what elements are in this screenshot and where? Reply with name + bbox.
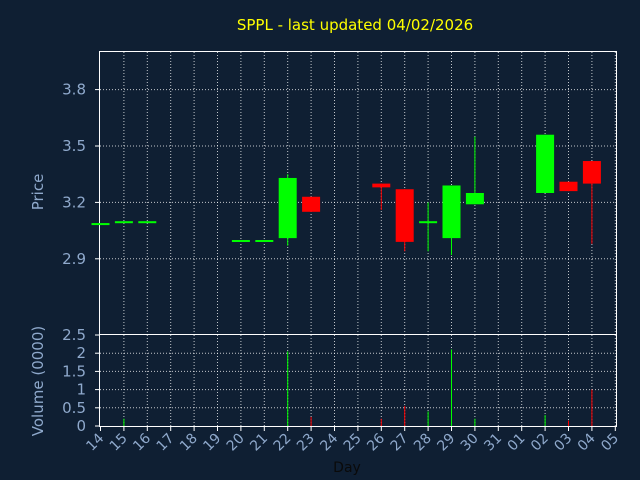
candle-22 <box>278 174 297 246</box>
price-axis-label: Price <box>29 174 47 211</box>
x-tick-label: 27 <box>388 431 412 455</box>
price-y-tick-label: 3.5 <box>62 137 86 155</box>
candle-02 <box>536 134 555 193</box>
candle-body <box>114 221 133 224</box>
x-tick-label: 22 <box>271 431 295 455</box>
x-tick-label: 25 <box>341 431 365 455</box>
chart-title: SPPL - last updated 04/02/2026 <box>237 16 473 34</box>
x-tick-label: 30 <box>458 431 482 455</box>
x-tick-label: 19 <box>200 431 224 455</box>
candle-body <box>442 185 461 239</box>
x-tick-label: 23 <box>294 431 318 455</box>
candle-20 <box>231 240 250 242</box>
x-tick-label: 02 <box>528 431 552 455</box>
candle-30 <box>465 136 484 205</box>
candle-27 <box>395 189 414 252</box>
price-y-axis: 2.9 3.2 3.5 3.8 <box>62 81 100 268</box>
candle-28 <box>419 202 438 252</box>
price-y-tick-label: 2.9 <box>62 250 86 268</box>
price-y-tick-label: 3.8 <box>62 81 86 99</box>
candle-body <box>372 183 391 188</box>
x-tick-label: 03 <box>551 431 575 455</box>
x-tick-label: 05 <box>598 431 622 455</box>
candle-body <box>582 161 601 184</box>
x-tick-label: 26 <box>364 430 388 454</box>
candle-body <box>278 177 297 239</box>
x-tick-label: 21 <box>247 431 271 455</box>
x-axis: 14 15 16 17 18 19 20 21 22 23 24 25 26 27 28 29 30 31 01 02… <box>83 426 622 454</box>
candle-16 <box>138 221 157 224</box>
x-tick-label: 15 <box>107 431 131 455</box>
volume-y-tick-label: 0.5 <box>62 399 86 417</box>
x-tick-label: 24 <box>317 430 341 454</box>
volume-y-tick-label: 1.5 <box>62 362 86 380</box>
x-tick-label: 17 <box>154 431 178 455</box>
x-tick-label: 16 <box>130 430 154 454</box>
candle-29 <box>442 185 461 256</box>
x-axis-label: Day <box>333 460 361 476</box>
candle-body <box>138 221 157 224</box>
x-tick-label: 04 <box>575 430 599 454</box>
candle-23 <box>302 196 321 212</box>
candle-26 <box>372 183 391 210</box>
volume-axis-label: Volume (0000) <box>29 326 47 436</box>
candle-body <box>302 196 321 212</box>
volume-y-tick-label: 2 <box>76 344 86 362</box>
candle-body <box>465 193 484 205</box>
x-tick-label: 29 <box>434 431 458 455</box>
price-y-tick-label: 3.2 <box>62 193 86 211</box>
x-tick-label: 31 <box>481 431 505 455</box>
x-tick-label: 01 <box>505 431 529 455</box>
candle-body <box>255 240 274 242</box>
candle-14 <box>91 223 110 226</box>
candle-15 <box>114 221 133 224</box>
volume-y-axis: 00.511.522.5 <box>62 326 100 435</box>
candle-body <box>91 223 110 226</box>
candle-03 <box>559 181 578 192</box>
volume-y-tick-label: 0 <box>76 417 86 435</box>
candle-body <box>559 181 578 192</box>
volume-bars <box>123 349 593 426</box>
candlesticks <box>91 134 601 256</box>
candle-body <box>419 221 438 224</box>
volume-y-tick-label: 1 <box>76 381 86 399</box>
candle-body <box>231 240 250 242</box>
candle-21 <box>255 240 274 242</box>
candle-body <box>536 134 555 193</box>
candle-body <box>395 189 414 242</box>
x-tick-label: 18 <box>177 431 201 455</box>
x-tick-label: 28 <box>411 431 435 455</box>
grid-lines <box>100 52 616 426</box>
candle-04 <box>582 161 601 244</box>
x-tick-label: 20 <box>224 431 248 455</box>
volume-y-tick-label: 2.5 <box>62 326 86 344</box>
x-tick-label: 14 <box>83 430 107 454</box>
